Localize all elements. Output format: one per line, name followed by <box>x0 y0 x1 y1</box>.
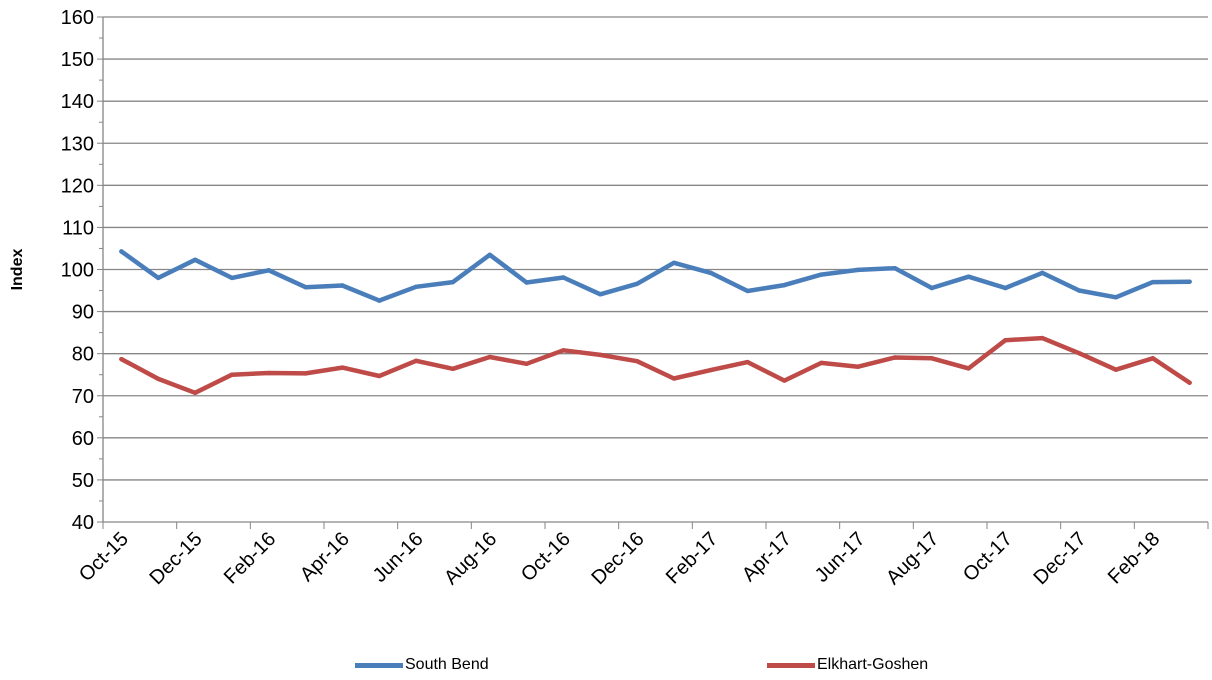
legend-item-south-bend: South Bend <box>355 656 489 674</box>
data-point-elkhart-goshen-29 <box>1187 380 1192 385</box>
x-tick-label-Apr-17: Apr-17 <box>738 528 796 586</box>
data-point-elkhart-goshen-2 <box>192 390 198 396</box>
data-point-elkhart-goshen-17 <box>745 359 750 365</box>
data-point-elkhart-goshen-25 <box>1040 335 1045 341</box>
data-point-elkhart-goshen-4 <box>266 370 271 376</box>
data-point-south-bend-18 <box>782 282 787 288</box>
data-point-south-bend-8 <box>413 284 419 289</box>
y-tick-label-40: 40 <box>72 512 94 534</box>
data-point-elkhart-goshen-11 <box>524 361 529 366</box>
y-tick-label-100: 100 <box>61 260 94 282</box>
data-point-south-bend-0 <box>119 249 124 254</box>
data-point-elkhart-goshen-1 <box>156 376 161 382</box>
x-tick-label-Jun-16: Jun-16 <box>369 528 428 587</box>
y-axis-title: Index <box>9 249 26 291</box>
data-point-south-bend-3 <box>229 275 235 281</box>
y-tick-label-110: 110 <box>62 217 94 239</box>
data-point-south-bend-23 <box>966 274 971 279</box>
data-point-south-bend-4 <box>266 268 271 273</box>
data-point-south-bend-6 <box>340 283 345 288</box>
data-point-south-bend-24 <box>1003 285 1008 291</box>
x-tick-label-Jun-17: Jun-17 <box>811 528 870 587</box>
data-point-south-bend-27 <box>1113 295 1119 300</box>
data-point-elkhart-goshen-7 <box>377 373 382 379</box>
data-point-south-bend-10 <box>487 252 492 257</box>
data-point-south-bend-11 <box>524 280 529 285</box>
data-point-elkhart-goshen-23 <box>966 366 971 371</box>
data-point-elkhart-goshen-16 <box>708 367 713 373</box>
data-point-elkhart-goshen-22 <box>929 356 934 361</box>
data-point-south-bend-7 <box>377 298 382 303</box>
data-point-elkhart-goshen-27 <box>1113 367 1119 372</box>
x-tick-label-Oct-15: Oct-15 <box>75 528 133 586</box>
legend-label: Elkhart-Goshen <box>817 656 929 673</box>
data-point-elkhart-goshen-15 <box>671 376 677 381</box>
data-point-elkhart-goshen-13 <box>598 352 603 358</box>
data-point-south-bend-28 <box>1150 279 1155 285</box>
y-tick-label-60: 60 <box>72 428 94 450</box>
data-point-south-bend-15 <box>671 260 677 265</box>
data-point-elkhart-goshen-3 <box>229 372 235 377</box>
legend-swatch <box>767 662 815 668</box>
data-point-elkhart-goshen-14 <box>634 359 640 364</box>
y-tick-label-120: 120 <box>61 175 94 197</box>
data-point-elkhart-goshen-0 <box>119 356 124 362</box>
series-line-south-bend <box>119 249 1192 303</box>
series-line-elkhart-goshen <box>119 335 1192 396</box>
legend-swatch <box>355 662 403 668</box>
data-point-elkhart-goshen-9 <box>450 366 456 372</box>
data-point-elkhart-goshen-5 <box>303 371 308 376</box>
x-tick-label-Oct-16: Oct-16 <box>517 528 575 586</box>
y-tick-label-90: 90 <box>72 302 94 324</box>
data-point-elkhart-goshen-20 <box>855 364 861 369</box>
data-point-south-bend-25 <box>1040 270 1045 276</box>
x-tick-label-Dec-16: Dec-16 <box>587 528 648 589</box>
legend-item-elkhart-goshen: Elkhart-Goshen <box>767 656 928 674</box>
y-tick-label-160: 160 <box>61 7 94 29</box>
y-tick-label-50: 50 <box>72 470 94 492</box>
data-point-elkhart-goshen-18 <box>782 378 787 383</box>
data-point-elkhart-goshen-6 <box>340 365 345 370</box>
data-point-south-bend-9 <box>450 279 456 285</box>
y-tick-label-70: 70 <box>72 386 94 408</box>
data-point-south-bend-17 <box>745 288 750 294</box>
x-tick-label-Dec-15: Dec-15 <box>145 528 206 589</box>
data-point-south-bend-26 <box>1076 288 1082 293</box>
y-tick-label-140: 140 <box>61 91 94 113</box>
data-point-south-bend-20 <box>855 267 861 273</box>
data-point-south-bend-12 <box>561 275 566 280</box>
x-tick-label-Dec-17: Dec-17 <box>1029 528 1090 589</box>
data-point-south-bend-19 <box>819 272 824 277</box>
data-point-south-bend-14 <box>634 281 640 287</box>
data-point-south-bend-13 <box>598 292 603 297</box>
x-tick-label-Feb-16: Feb-16 <box>220 528 280 588</box>
x-tick-label-Oct-17: Oct-17 <box>959 528 1017 586</box>
data-point-elkhart-goshen-12 <box>561 348 566 353</box>
data-point-elkhart-goshen-26 <box>1076 351 1082 356</box>
x-tick-label-Aug-16: Aug-16 <box>440 528 501 589</box>
data-point-south-bend-21 <box>892 266 898 271</box>
data-point-south-bend-16 <box>708 270 713 276</box>
data-point-south-bend-5 <box>303 284 308 290</box>
data-point-elkhart-goshen-24 <box>1003 338 1008 343</box>
data-point-south-bend-22 <box>929 285 934 291</box>
y-tick-label-80: 80 <box>72 344 94 366</box>
x-tick-label-Apr-16: Apr-16 <box>296 528 354 586</box>
y-tick-label-130: 130 <box>61 133 94 155</box>
data-point-elkhart-goshen-8 <box>413 358 419 364</box>
data-point-elkhart-goshen-28 <box>1150 356 1155 361</box>
data-point-south-bend-1 <box>156 275 161 281</box>
data-point-elkhart-goshen-10 <box>487 354 492 360</box>
data-point-south-bend-29 <box>1187 279 1192 284</box>
legend-label: South Bend <box>405 656 489 673</box>
x-tick-label-Feb-17: Feb-17 <box>662 528 722 588</box>
x-tick-label-Feb-18: Feb-18 <box>1104 528 1164 588</box>
data-point-elkhart-goshen-21 <box>892 355 898 360</box>
chart-legend: South Bend Elkhart-Goshen <box>0 656 1212 676</box>
data-point-south-bend-2 <box>192 257 198 263</box>
data-point-elkhart-goshen-19 <box>819 360 824 366</box>
y-tick-label-150: 150 <box>61 49 94 71</box>
x-tick-label-Aug-17: Aug-17 <box>882 528 943 589</box>
